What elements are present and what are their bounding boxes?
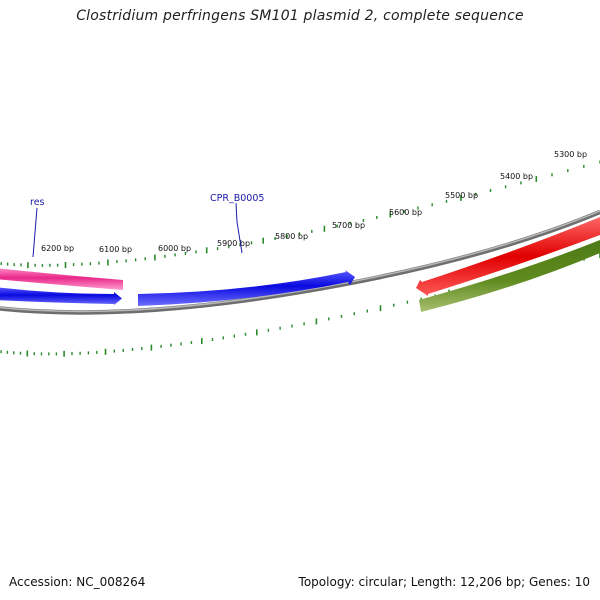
res-feature[interactable]: [0, 268, 123, 290]
ruler-label-6100: 6100 bp: [99, 245, 132, 254]
res-label-line: [32, 207, 38, 258]
cds-red[interactable]: [416, 217, 600, 296]
inner-ruler: [0, 252, 600, 357]
ruler-label-5500: 5500 bp: [445, 191, 478, 200]
cds-forward-left[interactable]: [0, 287, 122, 305]
ruler-label-5800: 5800 bp: [275, 232, 308, 241]
plasmid-backbone-highlight: [0, 210, 600, 313]
ruler-label-5900: 5900 bp: [217, 239, 250, 248]
ruler-label-6200: 6200 bp: [41, 244, 74, 253]
cds-olive[interactable]: [419, 240, 600, 312]
map-title: Clostridium perfringens SM101 plasmid 2,…: [76, 8, 524, 24]
cpr-label-line: [235, 202, 243, 254]
ruler-label-5600: 5600 bp: [389, 208, 422, 217]
outer-ruler: [0, 160, 600, 269]
ruler-labels: 6200 bp 6100 bp 6000 bp 5900 bp 5800 bp …: [41, 150, 587, 254]
ruler-label-5400: 5400 bp: [500, 172, 533, 181]
ruler-label-5300: 5300 bp: [554, 150, 587, 159]
ruler-label-6000: 6000 bp: [158, 244, 191, 253]
summary-text: Topology: circular; Length: 12,206 bp; G…: [298, 575, 590, 589]
gene-label-cpr-b0005[interactable]: CPR_B0005: [210, 193, 264, 204]
ruler-label-5700: 5700 bp: [332, 221, 365, 230]
cds-cpr-b0005[interactable]: [138, 270, 355, 306]
gene-label-res[interactable]: res: [30, 197, 45, 208]
plasmid-backbone: [0, 209, 600, 315]
accession-text: Accession: NC_008264: [9, 575, 146, 589]
